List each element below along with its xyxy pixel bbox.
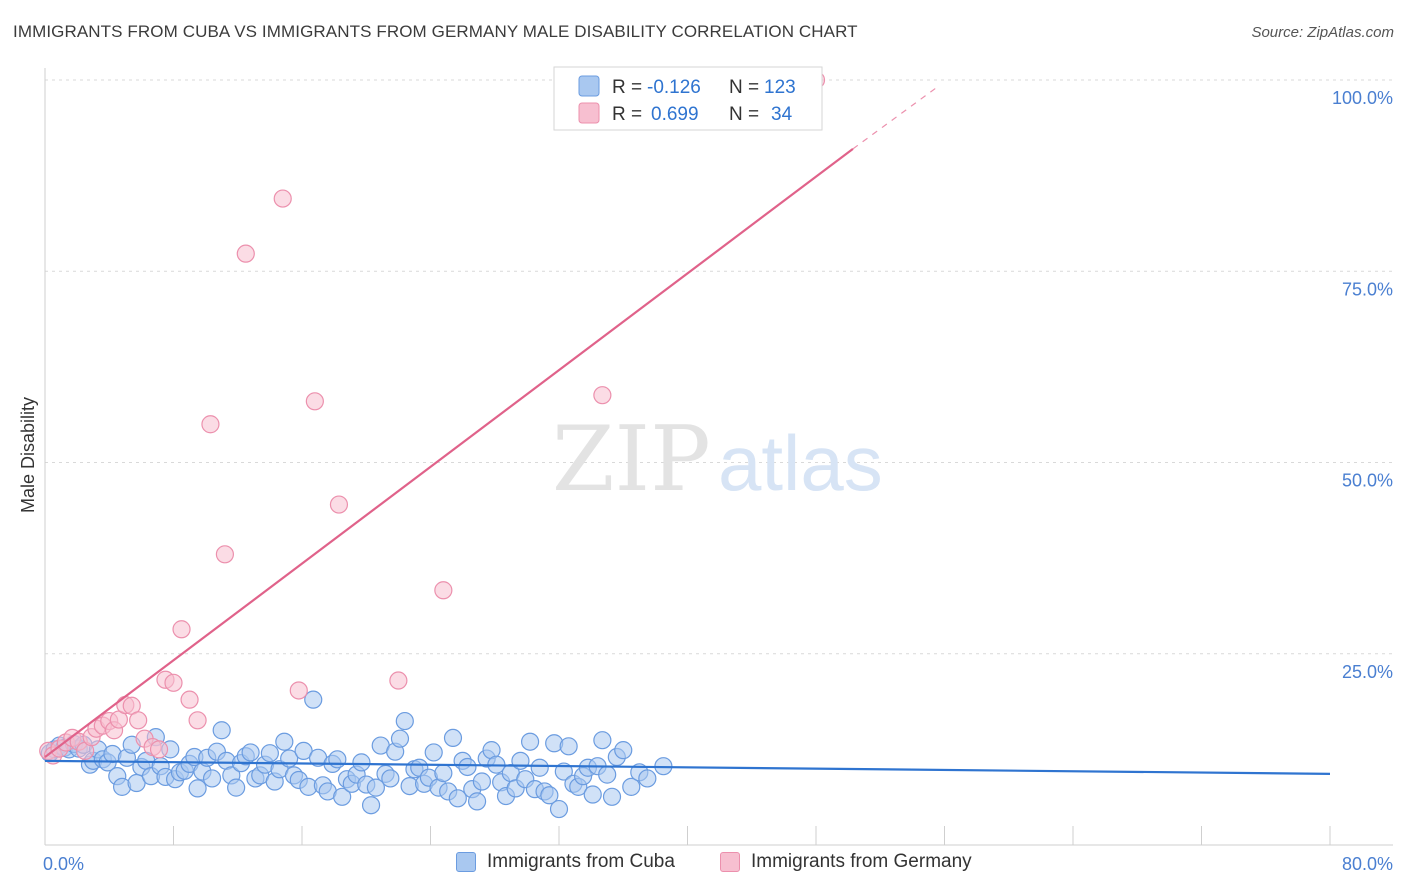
cuba-point xyxy=(212,721,231,740)
cuba-point xyxy=(443,728,463,748)
cuba-point xyxy=(467,792,487,811)
germany-point xyxy=(329,495,349,514)
germany-point xyxy=(289,681,308,700)
germany-point xyxy=(273,189,292,208)
legend-swatch-cuba-bottom xyxy=(456,852,476,872)
cuba-point xyxy=(260,744,279,763)
germany-point xyxy=(389,671,408,690)
x-tick-labels: 0.0% 80.0% xyxy=(43,854,1393,874)
correlation-legend: R = -0.126 N = 123 R = 0.699 N = 34 xyxy=(553,66,823,131)
cuba-point xyxy=(638,769,657,788)
germany-point xyxy=(129,711,148,730)
cuba-point xyxy=(294,741,313,761)
cuba-point xyxy=(328,750,347,769)
watermark-atlas: atlas xyxy=(718,419,883,507)
cuba-point xyxy=(549,799,569,819)
germany-point xyxy=(172,620,191,639)
watermark-zip: ZIP xyxy=(552,407,711,512)
x-tick-label: 0.0% xyxy=(43,854,84,874)
legend-r-label-germany: R = xyxy=(612,104,642,125)
series-legend: Immigrants from Cuba Immigrants from Ger… xyxy=(0,851,1406,879)
cuba-point xyxy=(530,758,549,777)
cuba-point xyxy=(227,778,246,797)
cuba-point xyxy=(333,787,352,806)
y-tick-label: 75.0% xyxy=(1342,279,1393,299)
germany-point xyxy=(188,711,207,730)
germany-point xyxy=(434,581,453,600)
cuba-point xyxy=(448,789,467,808)
trend-lines xyxy=(44,87,1331,775)
germany-point xyxy=(201,415,220,434)
germany-point xyxy=(305,392,324,411)
legend-n-value-cuba: 123 xyxy=(764,77,796,98)
germany-point xyxy=(236,244,255,263)
source-label: Source: ZipAtlas.com xyxy=(1251,24,1394,41)
germany-point xyxy=(180,690,199,709)
cuba-point xyxy=(472,772,491,791)
cuba-point xyxy=(241,743,260,762)
chart-title: IMMIGRANTS FROM CUBA VS IMMIGRANTS FROM … xyxy=(13,22,858,41)
germany-point xyxy=(164,673,183,692)
legend-r-label-cuba: R = xyxy=(612,77,642,98)
cuba-point xyxy=(424,743,443,762)
x-tick-label: 80.0% xyxy=(1342,854,1393,874)
cuba-point xyxy=(202,769,222,788)
cuba-point xyxy=(390,729,410,748)
cuba-point xyxy=(540,786,559,805)
germany-trend-line xyxy=(44,147,854,758)
cuba-point xyxy=(554,762,573,781)
legend-swatch-germany-bottom xyxy=(720,852,740,872)
y-axis-label: Male Disability xyxy=(18,397,38,513)
gridlines xyxy=(45,79,1393,655)
cuba-point xyxy=(304,690,323,709)
y-tick-label: 50.0% xyxy=(1342,471,1393,491)
legend-item-germany: Immigrants from Germany xyxy=(720,851,972,873)
cuba-point xyxy=(395,711,414,731)
legend-n-label-cuba: N = xyxy=(729,77,759,98)
cuba-point xyxy=(366,778,385,797)
cuba-point xyxy=(602,787,622,806)
germany-trend-extension xyxy=(852,87,937,150)
axes xyxy=(44,68,1393,846)
legend-swatch-germany xyxy=(578,102,600,124)
legend-n-label-germany: N = xyxy=(729,104,759,125)
cuba-point xyxy=(458,757,477,777)
cuba-point xyxy=(352,753,371,772)
legend-r-value-cuba: -0.126 xyxy=(647,77,701,98)
cuba-point xyxy=(275,732,294,751)
germany-point xyxy=(215,545,234,564)
legend-n-value-germany: 34 xyxy=(771,104,793,125)
y-tick-labels: 25.0% 50.0% 75.0% 100.0% xyxy=(1332,88,1393,682)
germany-point xyxy=(149,740,169,759)
cuba-point xyxy=(434,763,453,783)
y-tick-label: 100.0% xyxy=(1332,88,1393,108)
cuba-point xyxy=(361,796,381,815)
y-tick-label: 25.0% xyxy=(1342,662,1393,682)
legend-label-germany: Immigrants from Germany xyxy=(751,851,972,872)
cuba-trend-line xyxy=(44,759,1331,775)
cuba-point xyxy=(520,732,540,751)
germany-point xyxy=(593,386,612,405)
legend-swatch-cuba xyxy=(578,75,600,97)
legend-r-value-germany: 0.699 xyxy=(651,104,699,125)
cuba-point xyxy=(622,777,641,796)
cuba-point xyxy=(559,737,578,756)
legend-label-cuba: Immigrants from Cuba xyxy=(487,851,675,872)
legend-item-cuba: Immigrants from Cuba xyxy=(456,851,675,873)
cuba-point xyxy=(593,731,612,750)
cuba-point xyxy=(583,785,602,804)
cuba-point xyxy=(188,779,207,798)
cuba-point xyxy=(381,769,400,788)
cuba-point xyxy=(598,765,617,784)
cuba-point xyxy=(614,741,633,760)
